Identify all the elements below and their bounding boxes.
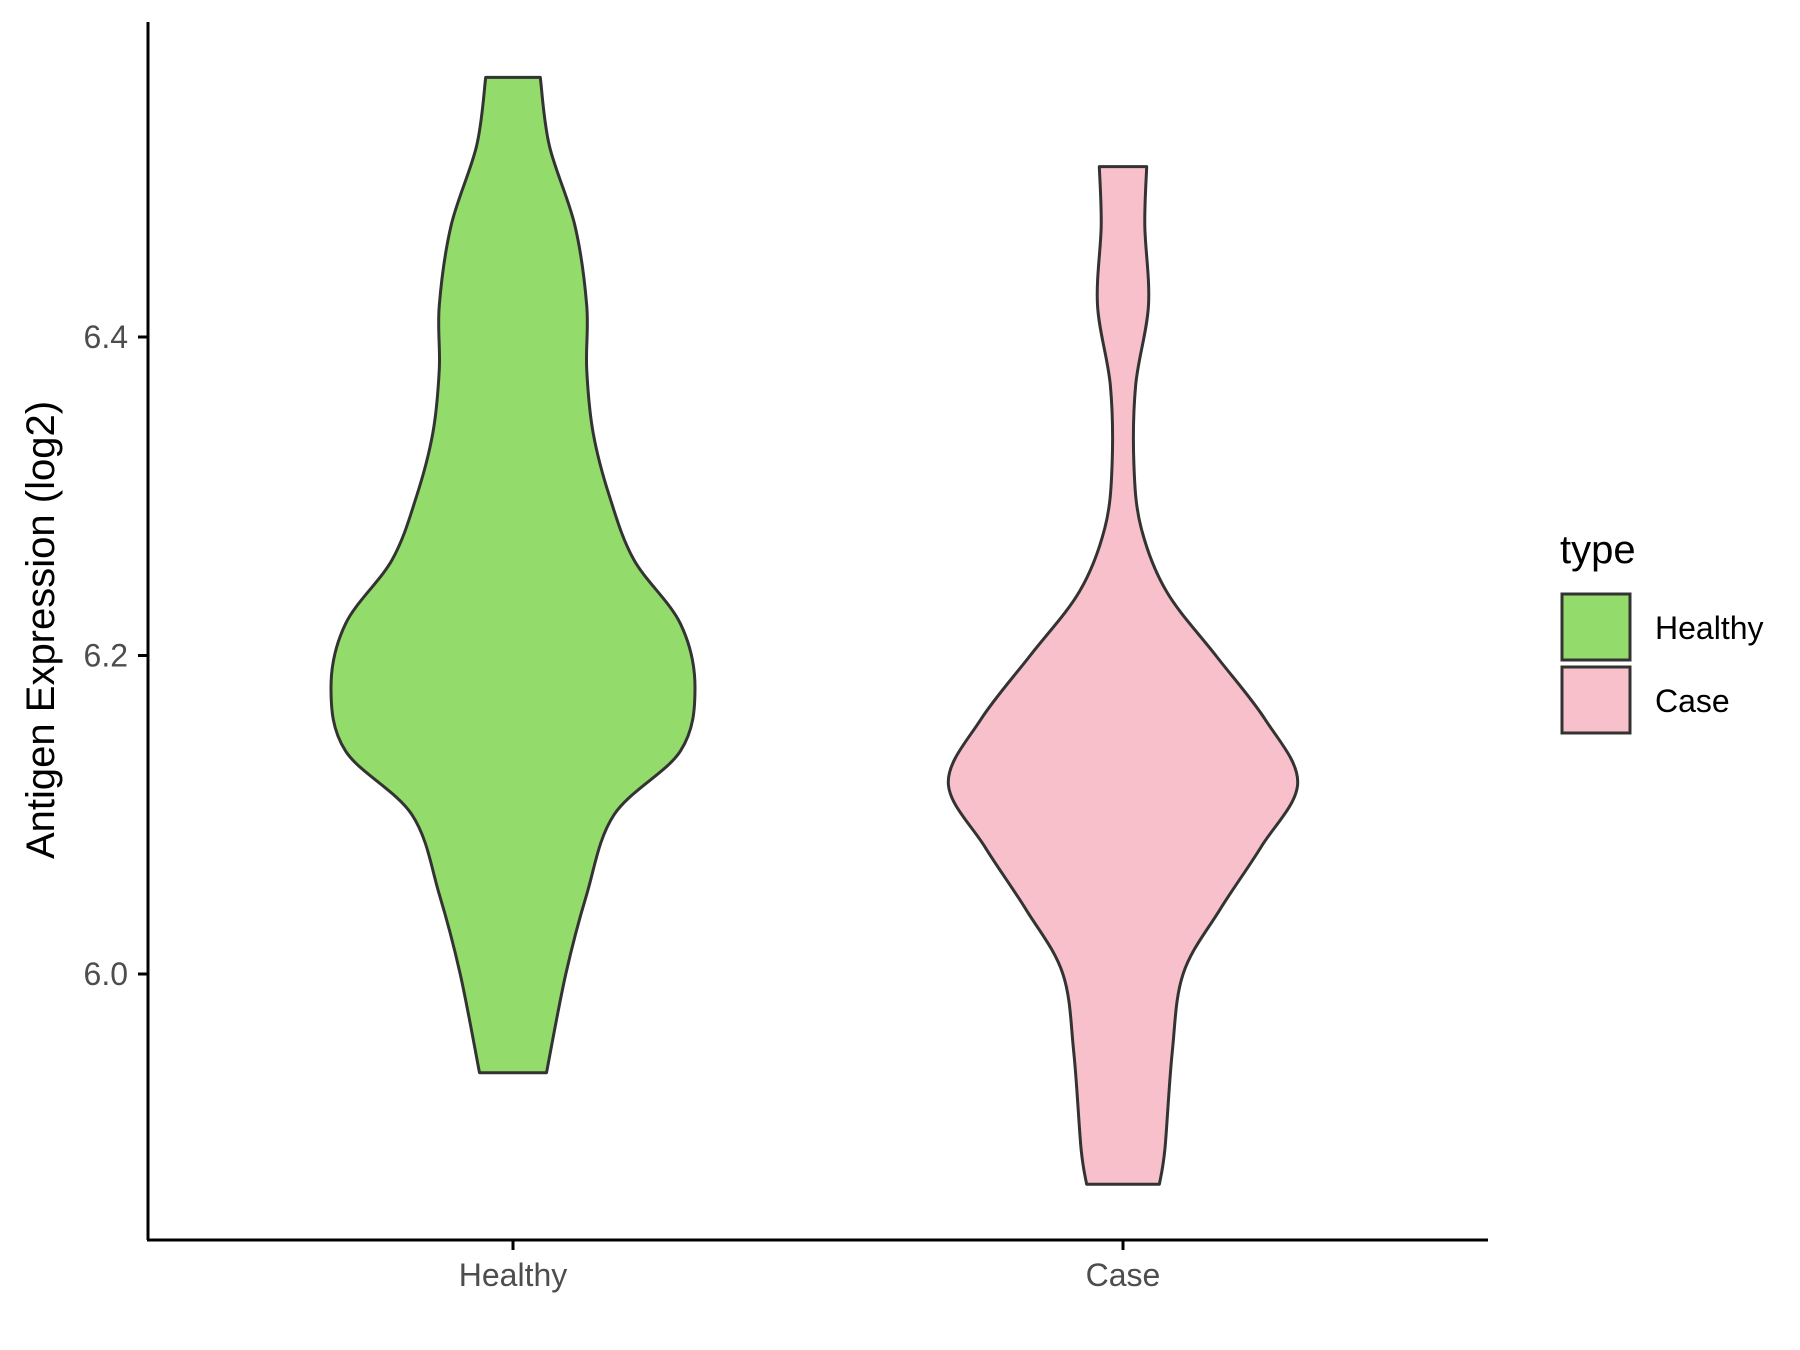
x-tick-label-healthy: Healthy — [459, 1257, 568, 1293]
x-tick-label-case: Case — [1086, 1257, 1161, 1293]
legend-label-healthy: Healthy — [1655, 610, 1764, 646]
y-tick-label: 6.0 — [84, 956, 128, 992]
y-tick-label: 6.2 — [84, 638, 128, 674]
violin-healthy — [329, 75, 697, 1075]
axes-layer — [146, 22, 1488, 1242]
legend-key-healthy — [1560, 592, 1632, 662]
violin-case — [946, 165, 1300, 1186]
violins-layer — [329, 75, 1300, 1186]
y-ticks: 6.0 6.2 6.4 — [84, 319, 148, 992]
legend: type Healthy Case — [1560, 528, 1764, 735]
y-axis-title: Antigen Expression (log2) — [19, 401, 63, 859]
y-tick-label: 6.4 — [84, 319, 128, 355]
legend-label-case: Case — [1655, 683, 1730, 719]
legend-title: type — [1560, 528, 1636, 572]
x-ticks: Healthy Case — [459, 1240, 1161, 1293]
legend-key-case — [1560, 665, 1632, 735]
